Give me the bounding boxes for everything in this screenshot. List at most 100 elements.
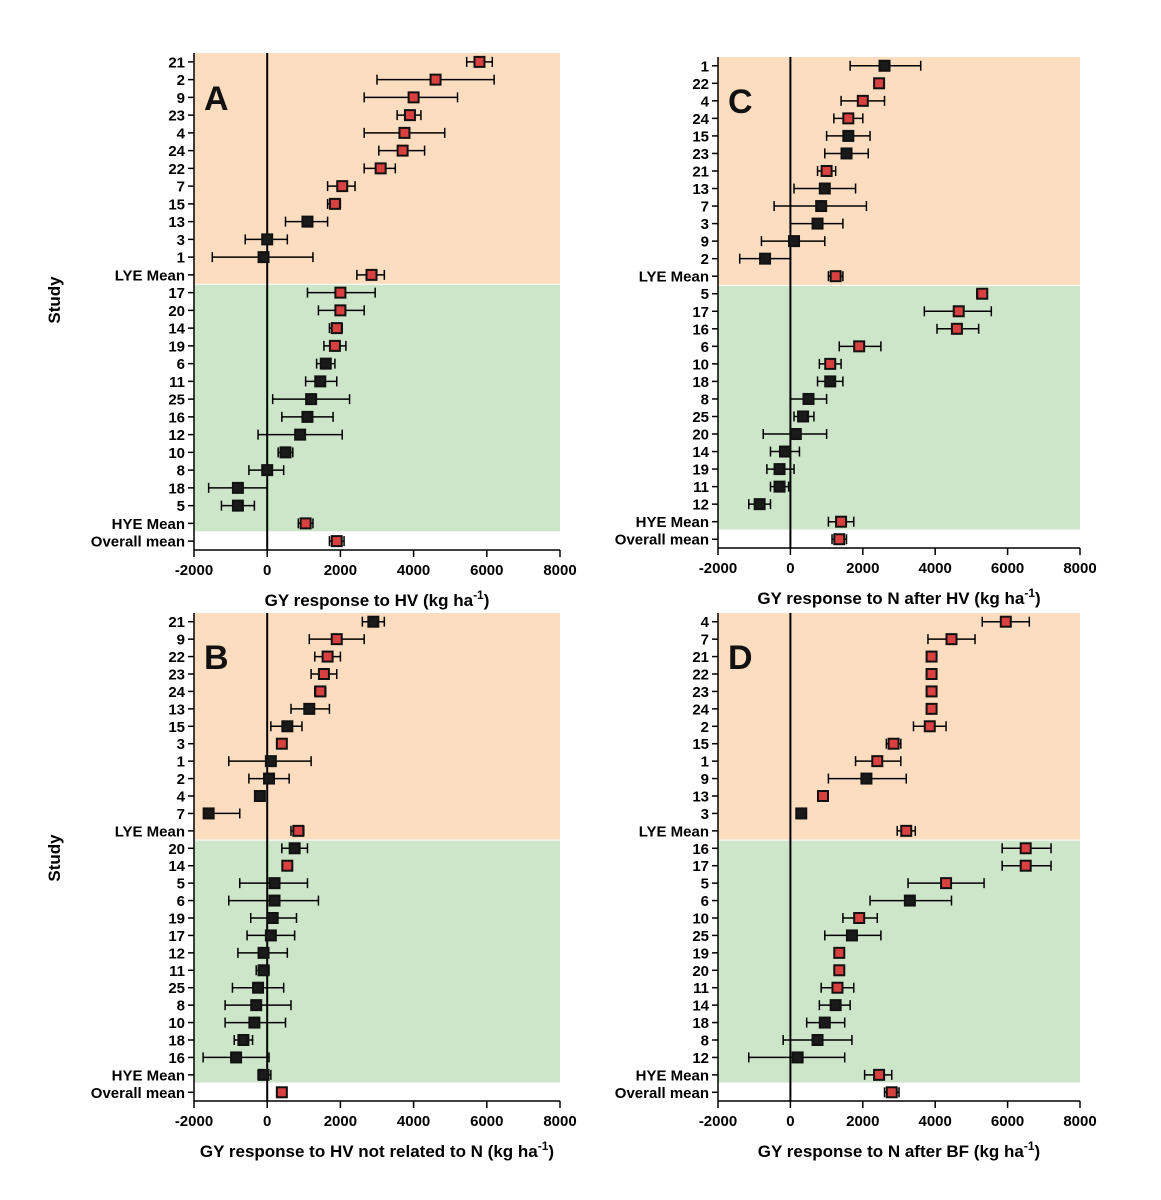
row-label: 9: [701, 771, 709, 788]
estimate-marker: [252, 981, 265, 994]
estimate-marker: [976, 287, 989, 300]
study-row-20: 20: [692, 427, 828, 444]
estimate-marker: [925, 685, 938, 698]
estimate-marker: [788, 235, 801, 248]
study-row-18: 18: [168, 1033, 254, 1050]
hye-band: [718, 840, 1080, 1083]
x-tick-label: 8000: [1063, 560, 1096, 577]
row-label: 12: [692, 497, 709, 514]
estimate-marker: [816, 790, 829, 802]
estimate-marker: [317, 668, 330, 680]
x-tick-label: 6000: [470, 562, 503, 579]
study-row-3: 3: [701, 806, 808, 823]
study-row-lye-mean: LYE Mean: [639, 823, 917, 840]
study-row-11: 11: [693, 479, 790, 496]
row-label: 14: [168, 321, 185, 338]
study-row-25: 25: [692, 409, 815, 426]
study-row-16: 16: [168, 1050, 270, 1067]
row-label: 8: [177, 998, 185, 1015]
row-label: 15: [692, 736, 709, 753]
study-row-14: 14: [692, 444, 801, 461]
estimate-marker: [266, 912, 279, 924]
estimate-marker: [815, 200, 828, 213]
study-row-6: 6: [701, 339, 882, 356]
row-label: 16: [168, 1050, 185, 1067]
row-label: 18: [692, 1015, 709, 1032]
row-label: 8: [177, 463, 185, 480]
x-axis-title: GY response to N after BF (kg ha-1): [758, 1139, 1040, 1161]
estimate-marker: [231, 481, 244, 494]
estimate-marker: [833, 533, 846, 546]
estimate-marker: [264, 929, 277, 942]
study-row-22: 22: [168, 161, 397, 178]
row-label: 2: [701, 251, 709, 268]
estimate-marker: [294, 428, 307, 441]
estimate-marker: [403, 109, 416, 122]
x-tick-label: 4000: [919, 1113, 952, 1130]
estimate-marker: [407, 91, 420, 104]
study-row-24: 24: [692, 701, 938, 718]
row-label: Overall mean: [615, 1085, 709, 1102]
row-label: 8: [701, 1033, 709, 1050]
lye-band: [718, 57, 1080, 285]
x-axis-title-sup: -1: [473, 588, 484, 602]
study-row-17: 17: [168, 928, 296, 945]
study-row-19: 19: [692, 945, 846, 962]
study-row-21: 21: [168, 614, 386, 631]
study-row-18: 18: [692, 1015, 846, 1032]
estimate-marker: [250, 999, 263, 1012]
row-label: 11: [693, 479, 709, 496]
study-row-7: 7: [177, 179, 356, 196]
estimate-marker: [773, 463, 786, 476]
estimate-marker: [367, 615, 380, 628]
estimate-marker: [301, 215, 314, 228]
row-label: 15: [168, 196, 185, 213]
x-tick-label: 6000: [470, 1113, 503, 1130]
row-label: 20: [692, 963, 709, 980]
study-row-lye-mean: LYE Mean: [115, 267, 386, 284]
panel-label: B: [204, 639, 229, 677]
estimate-marker: [275, 737, 288, 750]
study-row-5: 5: [177, 876, 309, 893]
estimate-marker: [330, 535, 343, 548]
row-label: 24: [168, 684, 185, 701]
study-row-12: 12: [168, 945, 289, 962]
study-row-25: 25: [692, 928, 882, 945]
row-label: 23: [168, 667, 185, 684]
x-axis-title: GY response to HV (kg ha-1): [265, 588, 490, 610]
estimate-marker: [328, 339, 341, 352]
study-row-9: 9: [177, 90, 459, 107]
estimate-marker: [334, 304, 347, 317]
lye-band: [194, 613, 560, 840]
study-row-lye-mean: LYE Mean: [639, 269, 844, 286]
study-row-5: 5: [701, 286, 989, 303]
study-row-13: 13: [168, 214, 329, 231]
study-row-overall-mean: Overall mean: [615, 1085, 900, 1102]
study-row-12: 12: [692, 1050, 846, 1067]
estimate-marker: [818, 182, 831, 195]
study-row-14: 14: [168, 321, 343, 338]
estimate-marker: [268, 877, 281, 890]
study-row-23: 23: [168, 108, 422, 125]
study-row-12: 12: [692, 497, 772, 514]
estimate-marker: [842, 129, 855, 142]
study-row-18: 18: [692, 374, 844, 391]
estimate-marker: [303, 702, 316, 715]
estimate-marker: [795, 807, 808, 820]
study-row-13: 13: [692, 181, 857, 198]
row-label: 14: [168, 858, 185, 875]
row-label: 18: [168, 480, 185, 497]
study-row-23: 23: [168, 667, 338, 684]
row-label: 4: [701, 93, 710, 110]
row-label: Overall mean: [615, 532, 709, 549]
study-row-9: 9: [701, 771, 907, 788]
study-row-21: 21: [692, 163, 837, 180]
study-row-5: 5: [177, 498, 256, 515]
x-tick-label: -2000: [175, 1113, 213, 1130]
row-label: 4: [177, 789, 186, 806]
study-row-7: 7: [177, 806, 241, 823]
study-row-hye-mean: HYE Mean: [636, 514, 855, 531]
row-label: 9: [701, 234, 709, 251]
row-label: 7: [177, 179, 185, 196]
